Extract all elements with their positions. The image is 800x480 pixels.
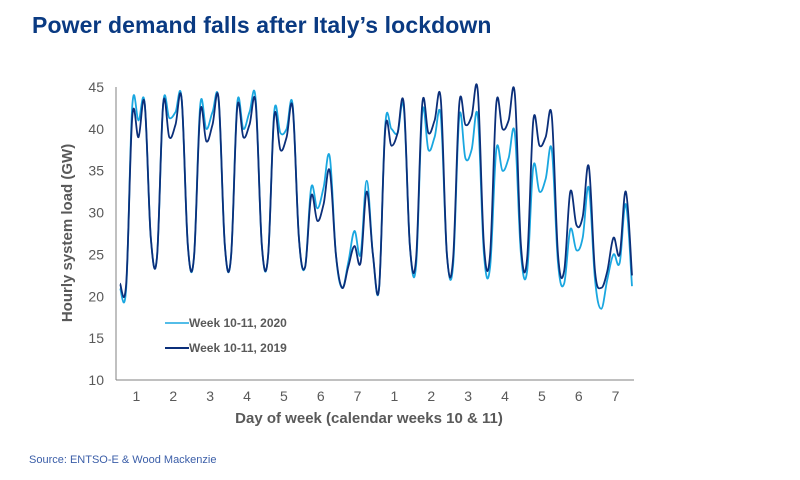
y-axis-ticks: 10 15 20 25 30 35 40 45 — [88, 79, 104, 388]
y-tick-label: 20 — [88, 288, 104, 304]
y-tick-label: 45 — [88, 79, 104, 95]
x-tick-label: 6 — [317, 388, 325, 404]
x-tick-label: 2 — [427, 388, 435, 404]
legend: Week 10-11, 2020 Week 10-11, 2019 — [165, 316, 287, 355]
x-tick-label: 2 — [169, 388, 177, 404]
x-tick-label: 1 — [133, 388, 141, 404]
x-tick-label: 6 — [575, 388, 583, 404]
x-tick-label: 4 — [501, 388, 509, 404]
y-tick-label: 40 — [88, 121, 104, 137]
y-tick-label: 30 — [88, 205, 104, 221]
x-axis-ticks: 1 2 3 4 5 6 7 1 2 3 4 5 6 7 — [133, 388, 620, 404]
x-tick-label: 5 — [538, 388, 546, 404]
x-tick-label: 3 — [464, 388, 472, 404]
series-line-2019 — [119, 83, 633, 298]
x-tick-label: 7 — [354, 388, 362, 404]
x-tick-label: 5 — [280, 388, 288, 404]
x-axis-title: Day of week (calendar weeks 10 & 11) — [235, 410, 503, 427]
y-tick-label: 25 — [88, 246, 104, 262]
source-note: Source: ENTSO-E & Wood Mackenzie — [29, 454, 217, 466]
x-tick-label: 1 — [391, 388, 399, 404]
y-tick-label: 35 — [88, 163, 104, 179]
y-tick-label: 15 — [88, 330, 104, 346]
legend-label-2019: Week 10-11, 2019 — [189, 341, 287, 355]
x-tick-label: 3 — [206, 388, 214, 404]
x-tick-label: 7 — [612, 388, 620, 404]
legend-label-2020: Week 10-11, 2020 — [189, 316, 287, 330]
y-axis-title: Hourly system load (GW) — [59, 144, 76, 322]
x-tick-label: 4 — [243, 388, 251, 404]
chart-title: Power demand falls after Italy’s lockdow… — [32, 12, 492, 38]
y-tick-label: 10 — [88, 372, 104, 388]
